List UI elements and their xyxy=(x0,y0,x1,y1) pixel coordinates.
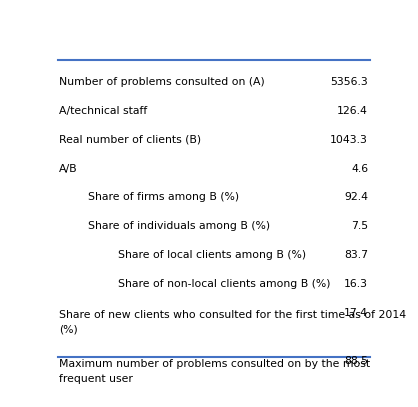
Text: Share of non-local clients among B (%): Share of non-local clients among B (%) xyxy=(117,279,330,289)
Text: Share of new clients who consulted for the first time as of 2014
(%): Share of new clients who consulted for t… xyxy=(59,310,406,335)
Text: 126.4: 126.4 xyxy=(337,106,368,116)
Text: A/B: A/B xyxy=(59,164,78,173)
Text: 1043.3: 1043.3 xyxy=(330,135,368,145)
Text: 4.6: 4.6 xyxy=(351,164,368,173)
Text: Maximum number of problems consulted on by the most
frequent user: Maximum number of problems consulted on … xyxy=(59,359,370,383)
Text: 92.4: 92.4 xyxy=(344,193,368,202)
Text: 88.5: 88.5 xyxy=(344,356,368,366)
Text: Real number of clients (B): Real number of clients (B) xyxy=(59,135,201,145)
Text: 17.4: 17.4 xyxy=(344,308,368,318)
Text: Share of local clients among B (%): Share of local clients among B (%) xyxy=(117,250,306,260)
Text: A/technical staff: A/technical staff xyxy=(59,106,148,116)
Text: Number of problems consulted on (A): Number of problems consulted on (A) xyxy=(59,77,265,87)
Text: 16.3: 16.3 xyxy=(344,279,368,289)
Text: Share of firms among B (%): Share of firms among B (%) xyxy=(89,193,240,202)
Text: 5356.3: 5356.3 xyxy=(330,77,368,87)
Text: Share of individuals among B (%): Share of individuals among B (%) xyxy=(89,221,270,231)
Text: 7.5: 7.5 xyxy=(351,221,368,231)
Text: 83.7: 83.7 xyxy=(344,250,368,260)
